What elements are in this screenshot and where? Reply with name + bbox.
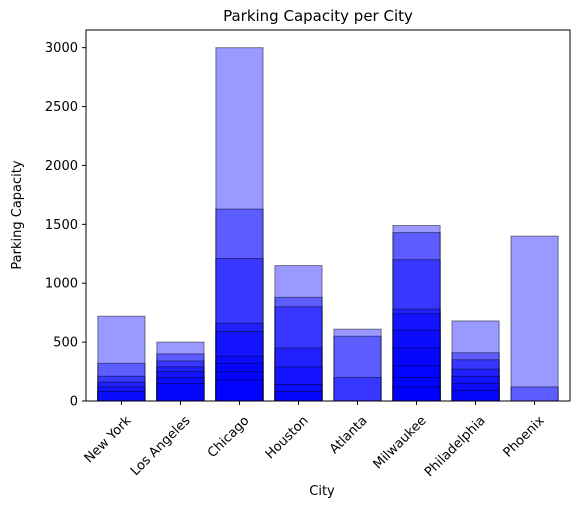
y-tick-label: 3000: [45, 41, 78, 56]
y-tick-label: 500: [53, 336, 78, 351]
bar-new-york-2: [97, 375, 146, 402]
bar-chicago-3: [215, 322, 264, 402]
bar-chicago-5: [215, 355, 264, 402]
bar-houston-3: [274, 347, 323, 402]
y-axis-label: Parking Capacity: [10, 160, 25, 269]
bar-phoenix-0: [510, 235, 559, 402]
bar-philadelphia-0: [451, 320, 500, 402]
bar-milwaukee-3: [392, 308, 441, 402]
bar-chicago-6: [215, 362, 264, 402]
plot-frame: [85, 29, 571, 402]
y-ticks: 0 500 1000 1500 2000 2500 3000: [45, 41, 86, 410]
bar-houston-1: [274, 296, 323, 402]
bar-atlanta-1: [333, 335, 382, 402]
bar-milwaukee-1: [392, 232, 441, 402]
y-tick-label: 2000: [45, 159, 78, 174]
bar-philadelphia-1: [451, 352, 500, 402]
bar-milwaukee-9: [392, 386, 441, 402]
y-tick-label: 2500: [45, 100, 78, 115]
bar-chicago-8: [215, 379, 264, 402]
bar-new-york-5: [97, 391, 146, 402]
bar-chicago-7: [215, 371, 264, 402]
bar-milwaukee-5: [392, 329, 441, 402]
bar-phoenix-1: [510, 386, 559, 402]
chart-title: Parking Capacity per City: [223, 7, 413, 25]
bar-philadelphia-4: [451, 375, 500, 402]
bar-atlanta-2: [333, 376, 382, 402]
bar-chicago-1: [215, 208, 264, 402]
bar-los-angeles-6: [156, 382, 205, 402]
x-axis-label: City: [309, 484, 335, 499]
bar-philadelphia-3: [451, 368, 500, 402]
bar-new-york-0: [97, 315, 146, 402]
bar-chicago-0: [215, 47, 264, 402]
bar-houston-6: [274, 391, 323, 402]
y-tick-label: 0: [70, 395, 78, 410]
bar-new-york-1: [97, 362, 146, 402]
y-tick-label: 1000: [45, 277, 78, 292]
bar-milwaukee-6: [392, 347, 441, 402]
bar-los-angeles-0: [156, 341, 205, 402]
bar-milwaukee-0: [392, 225, 441, 402]
bars-layer: [97, 47, 559, 402]
bar-houston-2: [274, 306, 323, 402]
bar-milwaukee-2: [392, 259, 441, 402]
bar-los-angeles-1: [156, 353, 205, 402]
bar-chicago-4: [215, 331, 264, 402]
bar-philadelphia-2: [451, 359, 500, 402]
bar-philadelphia-6: [451, 389, 500, 402]
y-tick-label: 1500: [45, 218, 78, 233]
bar-houston-0: [274, 265, 323, 402]
bar-houston-4: [274, 366, 323, 402]
